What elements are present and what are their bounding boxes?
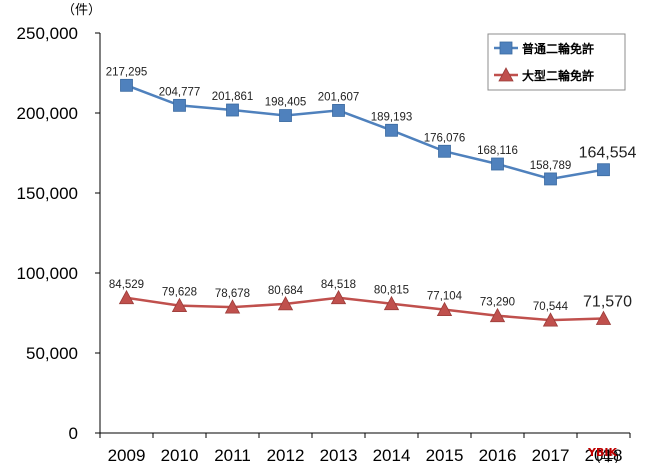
watermark-logo: YBIK bbox=[587, 446, 617, 459]
x-tick-label: 2013 bbox=[320, 446, 358, 465]
y-tick-label: 250,000 bbox=[17, 24, 78, 43]
data-point-futsu bbox=[279, 109, 292, 122]
x-tick-label: 2014 bbox=[373, 446, 411, 465]
data-label-futsu: 198,405 bbox=[265, 97, 307, 109]
x-tick-label: 2010 bbox=[161, 446, 199, 465]
data-point-ogata bbox=[224, 299, 241, 314]
x-tick-label: 2017 bbox=[532, 446, 570, 465]
data-point-futsu bbox=[438, 144, 451, 158]
data-label-futsu: 164,554 bbox=[579, 145, 637, 162]
data-label-ogata: 79,628 bbox=[162, 287, 197, 299]
x-tick-label: 2015 bbox=[426, 446, 464, 465]
data-point-futsu bbox=[226, 103, 239, 117]
x-axis-unit-label: (年) bbox=[596, 450, 619, 465]
y-tick-label: 50,000 bbox=[26, 344, 78, 363]
data-point-futsu bbox=[120, 78, 133, 92]
data-point-futsu bbox=[385, 123, 398, 137]
data-point-ogata bbox=[436, 301, 453, 317]
data-label-ogata: 73,290 bbox=[480, 297, 515, 309]
x-tick-label: 2011 bbox=[214, 446, 251, 465]
data-label-futsu: 201,861 bbox=[212, 91, 254, 103]
legend-label-ogata: 大型二輪免許 bbox=[522, 68, 594, 83]
series-line-futsu bbox=[126, 84, 604, 181]
data-label-futsu: 176,076 bbox=[424, 132, 466, 144]
y-tick-label: 0 bbox=[69, 424, 78, 443]
data-point-ogata bbox=[595, 310, 612, 325]
x-tick-label: 2012 bbox=[267, 446, 305, 465]
y-axis-unit-label: （件） bbox=[62, 3, 101, 18]
data-label-ogata: 71,570 bbox=[583, 293, 632, 310]
data-label-futsu: 158,789 bbox=[530, 160, 572, 172]
data-point-ogata bbox=[171, 297, 188, 312]
data-point-futsu bbox=[491, 157, 504, 171]
data-point-ogata bbox=[118, 289, 135, 305]
axes: 0 50,000 100,000 150,000 200,000 250,000 2009 2… bbox=[17, 24, 631, 465]
x-tick-label: 2009 bbox=[108, 446, 146, 465]
data-point-ogata bbox=[489, 307, 506, 323]
legend-label-futsu: 普通二輪免許 bbox=[522, 41, 594, 56]
data-label-futsu: 201,607 bbox=[318, 91, 360, 103]
series-line-ogata bbox=[126, 296, 604, 322]
y-tick-label: 150,000 bbox=[17, 184, 78, 203]
data-point-futsu bbox=[332, 104, 345, 117]
series-layer bbox=[118, 78, 612, 327]
data-point-ogata bbox=[542, 312, 559, 327]
data-label-futsu: 204,777 bbox=[159, 86, 201, 98]
data-label-futsu: 168,116 bbox=[477, 145, 518, 157]
legend-marker-futsu bbox=[499, 41, 513, 55]
data-point-futsu bbox=[544, 172, 557, 186]
data-label-ogata: 77,104 bbox=[427, 291, 463, 303]
data-label-ogata: 80,815 bbox=[374, 285, 409, 297]
data-label-ogata: 70,544 bbox=[533, 301, 569, 313]
data-point-ogata bbox=[277, 296, 294, 311]
data-label-ogata: 78,678 bbox=[215, 288, 250, 300]
data-labels-layer: 217,295 204,777 201,861 198,405 201,607 189,1… bbox=[106, 66, 637, 313]
data-point-futsu bbox=[597, 163, 610, 177]
data-label-ogata: 80,684 bbox=[268, 285, 304, 297]
data-label-futsu: 217,295 bbox=[106, 66, 148, 78]
x-tick-label: 2018 bbox=[585, 446, 623, 465]
legend-marker-ogata bbox=[498, 67, 514, 82]
data-label-ogata: 84,518 bbox=[321, 279, 356, 291]
x-tick-label: 2016 bbox=[479, 446, 517, 465]
data-point-ogata bbox=[330, 289, 347, 305]
data-point-ogata bbox=[383, 295, 400, 311]
y-tick-label: 200,000 bbox=[17, 104, 78, 123]
data-label-ogata: 84,529 bbox=[109, 279, 144, 291]
data-label-futsu: 189,193 bbox=[371, 111, 413, 123]
data-point-futsu bbox=[173, 98, 186, 112]
y-tick-label: 100,000 bbox=[17, 264, 78, 283]
